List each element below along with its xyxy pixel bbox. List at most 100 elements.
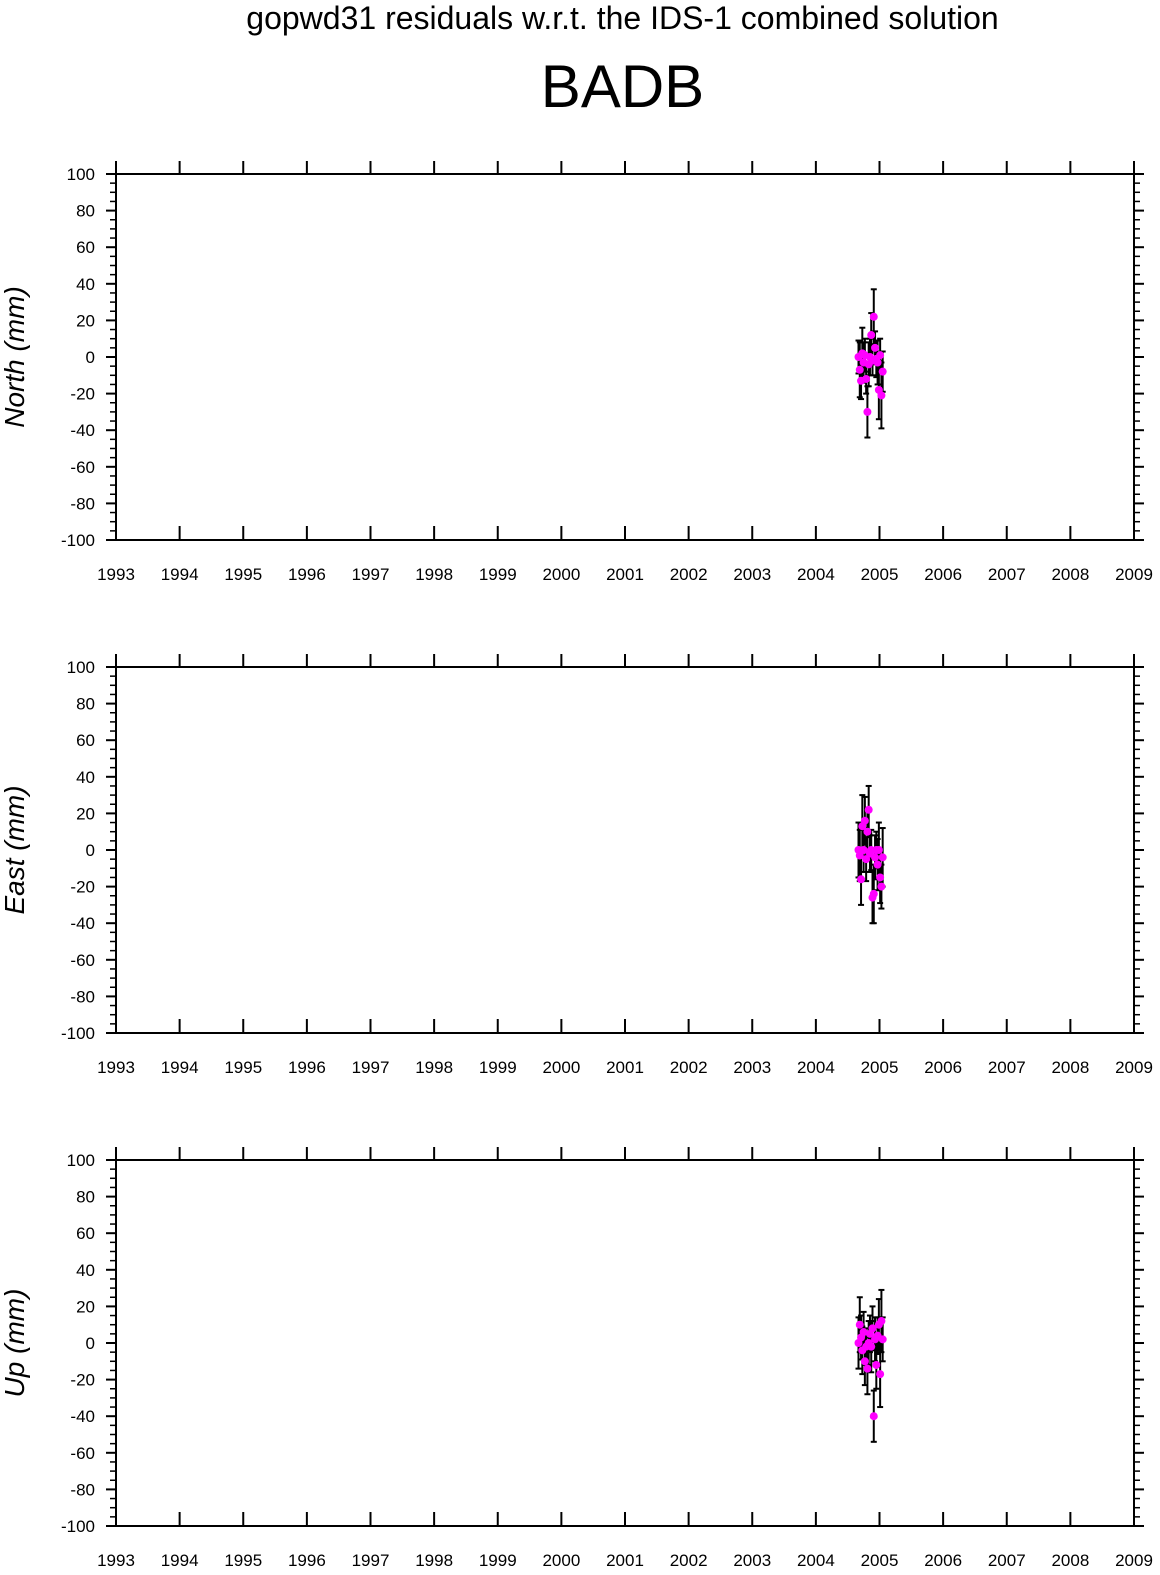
y-tick-label: 40: [76, 275, 95, 294]
x-tick-label: 2002: [670, 565, 708, 584]
data-point: [877, 391, 886, 400]
x-tick-label: 1998: [415, 1551, 453, 1570]
x-tick-label: 1994: [161, 1551, 199, 1570]
y-tick-label: 80: [76, 202, 95, 221]
y-tick-label: -20: [70, 878, 95, 897]
x-tick-label: 1999: [479, 1551, 517, 1570]
x-tick-label: 2000: [542, 1058, 580, 1077]
y-tick-label: -20: [70, 385, 95, 404]
data-point: [859, 1328, 868, 1337]
y-tick-label: 0: [86, 348, 95, 367]
x-tick-label: 2004: [797, 1058, 835, 1077]
y-tick-label: -60: [70, 458, 95, 477]
y-tick-label: -40: [70, 1407, 95, 1426]
y-tick-label: -20: [70, 1371, 95, 1390]
y-tick-label: 100: [67, 658, 95, 677]
y-tick-label: -80: [70, 1480, 95, 1499]
y-tick-label: 20: [76, 804, 95, 823]
x-tick-label: 1997: [352, 1058, 390, 1077]
y-tick-label: 20: [76, 1297, 95, 1316]
y-tick-label: -60: [70, 1444, 95, 1463]
data-point: [862, 374, 871, 383]
data-point: [873, 358, 882, 367]
y-tick-label: 60: [76, 1224, 95, 1243]
y-tick-label: -100: [61, 1024, 95, 1043]
x-tick-label: 2004: [797, 565, 835, 584]
y-tick-label: 0: [86, 1334, 95, 1353]
y-tick-label: 60: [76, 238, 95, 257]
y-tick-label: -80: [70, 987, 95, 1006]
y-tick-label: -80: [70, 494, 95, 513]
data-point: [878, 853, 887, 862]
x-tick-label: 1993: [97, 1058, 135, 1077]
x-tick-label: 2009: [1115, 565, 1153, 584]
plot-frame: [115, 173, 1135, 541]
x-tick-label: 1995: [224, 1551, 262, 1570]
data-point: [855, 365, 864, 374]
station-name: BADB: [540, 53, 705, 120]
data-point: [877, 882, 886, 891]
chart-panel: 1993 1994 1995 1996 1997 1998 1999 2000 2001 2002…: [0, 161, 1153, 584]
x-tick-label: 1995: [224, 565, 262, 584]
x-tick-label: 2002: [670, 1058, 708, 1077]
x-tick-label: 1998: [415, 1058, 453, 1077]
x-tick-label: 2003: [733, 565, 771, 584]
x-tick-label: 2005: [861, 1551, 899, 1570]
data-point: [869, 889, 878, 898]
data-point: [867, 331, 876, 340]
x-tick-label: 2006: [924, 1058, 962, 1077]
data-point: [857, 875, 866, 884]
x-tick-label: 1996: [288, 1058, 326, 1077]
y-tick-label: 80: [76, 1188, 95, 1207]
y-tick-label: -100: [61, 1517, 95, 1536]
x-tick-label: 1998: [415, 565, 453, 584]
x-tick-label: 1997: [352, 565, 390, 584]
x-tick-label: 2005: [861, 565, 899, 584]
y-tick-label: -100: [61, 531, 95, 550]
x-tick-label: 2001: [606, 1058, 644, 1077]
plot-frame: [115, 666, 1135, 1034]
x-tick-label: 1996: [288, 1551, 326, 1570]
chart-panel: 1993 1994 1995 1996 1997 1998 1999 2000 2001 2002…: [0, 654, 1153, 1077]
x-tick-label: 2008: [1051, 1551, 1089, 1570]
data-point: [878, 367, 887, 376]
x-tick-label: 2005: [861, 1058, 899, 1077]
data-point: [873, 860, 882, 869]
x-tick-label: 2003: [733, 1551, 771, 1570]
data-point: [864, 805, 873, 814]
y-tick-label: 100: [67, 165, 95, 184]
data-point: [860, 1357, 869, 1366]
y-tick-label: -40: [70, 421, 95, 440]
x-tick-label: 1999: [479, 565, 517, 584]
data-point: [871, 853, 880, 862]
x-tick-label: 1994: [161, 565, 199, 584]
plot-frame: [115, 1159, 1135, 1527]
data-point: [872, 1360, 881, 1369]
data-point: [869, 1412, 878, 1421]
x-tick-label: 1995: [224, 1058, 262, 1077]
data-point: [863, 1364, 872, 1373]
x-tick-label: 2007: [988, 1058, 1026, 1077]
figure-title: gopwd31 residuals w.r.t. the IDS-1 combi…: [246, 0, 999, 36]
y-tick-label: 40: [76, 768, 95, 787]
x-tick-label: 2003: [733, 1058, 771, 1077]
x-tick-label: 1993: [97, 1551, 135, 1570]
x-tick-label: 1997: [352, 1551, 390, 1570]
data-point: [871, 343, 880, 352]
data-point: [863, 407, 872, 416]
x-tick-label: 2009: [1115, 1551, 1153, 1570]
data-point: [874, 846, 883, 854]
x-tick-label: 2009: [1115, 1058, 1153, 1077]
data-point: [869, 312, 878, 321]
data-point: [868, 1324, 877, 1333]
y-tick-label: 100: [67, 1151, 95, 1170]
x-tick-label: 2008: [1051, 1058, 1089, 1077]
y-tick-label: 60: [76, 731, 95, 750]
data-point: [855, 1320, 864, 1329]
x-tick-label: 1994: [161, 1058, 199, 1077]
y-tick-label: 20: [76, 311, 95, 330]
y-tick-label: -60: [70, 951, 95, 970]
data-point: [863, 827, 872, 836]
x-tick-label: 2001: [606, 565, 644, 584]
